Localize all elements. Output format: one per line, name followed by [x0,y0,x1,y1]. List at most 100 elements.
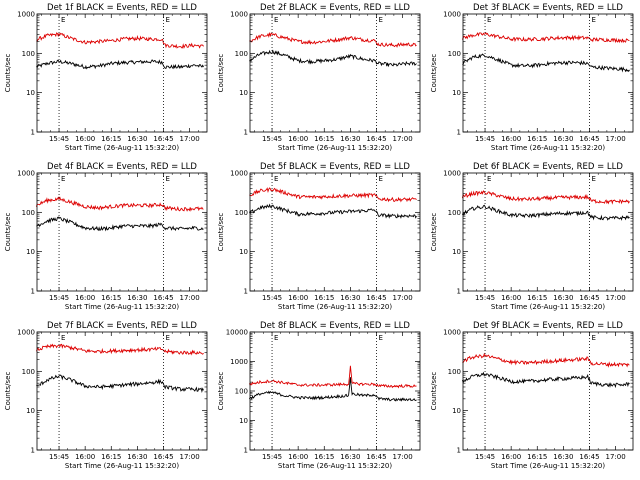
x-tick-label: 16:30 [127,294,147,302]
y-axis-label: Counts/sec [430,213,438,252]
series-events-line [249,377,417,402]
x-tick-label: 16:15 [527,135,547,143]
series-lld-line [248,365,417,389]
y-tick-label: 1 [244,447,248,455]
panel-7: Det 7f BLACK = Events, RED = LLD E E 1 10 100… [4,321,208,470]
x-tick-label: 16:00 [288,294,308,302]
x-tick-label: 16:15 [527,294,547,302]
series-events-line [36,374,204,393]
marker-label: E [591,175,595,183]
y-tick-label: 10 [452,89,461,97]
x-tick-label: 15:45 [262,135,282,143]
y-tick-label: 100 [22,209,35,217]
y-tick-label: 1000 [230,170,248,178]
marker-label: E [378,16,382,24]
marker-label: E [274,16,278,24]
series-events-line [462,53,630,73]
x-tick-label: 16:30 [127,135,147,143]
panel-title: Det 2f BLACK = Events, RED = LLD [260,3,410,13]
x-tick-label: 16:45 [153,453,173,461]
x-tick-label: 16:15 [314,294,334,302]
series-lld-line [35,343,204,356]
y-tick-label: 1 [457,288,461,296]
x-tick-label: 17:00 [180,453,200,461]
x-tick-label: 17:00 [180,135,200,143]
marker-label: E [61,334,65,342]
x-tick-label: 16:00 [288,135,308,143]
x-axis-label: Start Time (26-Aug-11 15:32:20) [491,462,605,470]
panel-2: Det 2f BLACK = Events, RED = LLD E E 1 10 100… [217,3,421,152]
marker-label: E [378,334,382,342]
y-tick-label: 1 [457,447,461,455]
x-tick-label: 16:30 [553,294,573,302]
y-axis-label: Counts/sec [4,213,12,252]
y-tick-label: 1 [457,129,461,137]
y-tick-label: 100 [235,50,248,58]
y-tick-label: 1 [31,288,35,296]
marker-label: E [165,175,169,183]
y-axis-label: Counts/sec [4,372,12,411]
y-axis-label: Counts/sec [217,213,225,252]
panel-title: Det 8f BLACK = Events, RED = LLD [260,321,410,331]
y-tick-label: 10 [239,248,248,256]
x-tick-label: 16:30 [340,294,360,302]
x-tick-label: 16:15 [527,453,547,461]
y-axis-label: Counts/sec [430,54,438,93]
marker-label: E [487,16,491,24]
series-events-line [461,371,630,389]
x-tick-label: 16:45 [153,135,173,143]
x-tick-label: 15:45 [49,135,69,143]
marker-label: E [165,16,169,24]
x-tick-label: 16:15 [101,135,121,143]
x-axis-label: Start Time (26-Aug-11 15:32:20) [278,303,392,311]
y-tick-label: 100 [448,368,461,376]
x-tick-label: 16:30 [553,453,573,461]
panel-title: Det 6f BLACK = Events, RED = LLD [473,162,623,172]
y-tick-label: 10 [26,407,35,415]
y-tick-label: 1 [244,288,248,296]
plot-frame [462,13,634,133]
x-axis-label: Start Time (26-Aug-11 15:32:20) [65,144,179,152]
y-tick-label: 10 [26,89,35,97]
x-tick-label: 16:00 [501,294,521,302]
y-tick-label: 10 [239,417,248,425]
series-events-line [248,203,417,219]
marker-label: E [378,175,382,183]
y-tick-label: 1000 [230,11,248,19]
x-tick-label: 16:15 [314,453,334,461]
marker-label: E [274,334,278,342]
series-lld-line [461,190,630,205]
y-tick-label: 100 [448,50,461,58]
y-tick-label: 100 [448,209,461,217]
x-tick-label: 16:00 [501,453,521,461]
y-tick-label: 100 [22,368,35,376]
panel-1: Det 1f BLACK = Events, RED = LLD E E 1 10 100… [4,3,208,152]
series-lld-line [249,187,417,203]
y-tick-label: 10 [26,248,35,256]
x-axis-label: Start Time (26-Aug-11 15:32:20) [491,144,605,152]
y-tick-label: 1000 [17,170,35,178]
y-tick-label: 10 [452,248,461,256]
x-tick-label: 16:15 [101,294,121,302]
panel-3: Det 3f BLACK = Events, RED = LLD E E 1 10 100… [430,3,634,152]
y-axis-label: Counts/sec [430,372,438,411]
x-tick-label: 16:15 [314,135,334,143]
panel-title: Det 9f BLACK = Events, RED = LLD [473,321,623,331]
y-axis-label: Counts/sec [217,54,225,93]
x-tick-label: 16:00 [75,453,95,461]
x-tick-label: 16:45 [579,135,599,143]
y-tick-label: 1000 [443,170,461,178]
y-tick-label: 100 [235,209,248,217]
panel-4: Det 4f BLACK = Events, RED = LLD E E 1 10 100… [4,162,208,311]
y-tick-label: 100 [22,50,35,58]
x-axis-label: Start Time (26-Aug-11 15:32:20) [278,462,392,470]
marker-label: E [274,175,278,183]
plot-frame [462,172,634,292]
plot-frame [36,331,208,451]
x-tick-label: 16:30 [127,453,147,461]
x-tick-label: 16:00 [75,135,95,143]
plot-frame [249,331,421,451]
panel-title: Det 7f BLACK = Events, RED = LLD [47,321,197,331]
x-tick-label: 16:30 [340,135,360,143]
